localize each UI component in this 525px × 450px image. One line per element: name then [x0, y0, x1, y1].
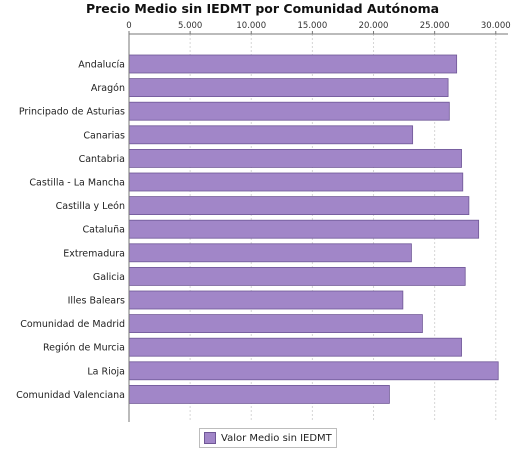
x-axis-ticks: 0 5.000 10.000 15.000 20.000 25.000 30.000 — [126, 21, 511, 34]
category-label: Galicia — [93, 272, 125, 283]
category-label: Cataluña — [82, 225, 125, 236]
bar — [128, 172, 464, 192]
legend-swatch — [204, 432, 216, 444]
chart-title: Precio Medio sin IEDMT por Comunidad Aut… — [85, 1, 440, 16]
bar — [128, 266, 466, 286]
bar — [128, 54, 458, 74]
x-tick-label: 20.000 — [359, 21, 389, 31]
bars — [128, 54, 499, 404]
bar — [128, 78, 449, 97]
x-tick-label: 5.000 — [178, 21, 202, 31]
category-label: Comunidad Valenciana — [16, 390, 125, 401]
bar — [128, 384, 390, 404]
category-labels: Andalucía Aragón Principado de Asturias Can… — [16, 60, 125, 401]
bar — [128, 125, 414, 145]
bar — [128, 101, 450, 121]
bar — [128, 314, 423, 334]
category-label: Castilla y León — [56, 201, 125, 212]
bar — [128, 219, 480, 239]
category-label: Comunidad de Madrid — [20, 319, 125, 330]
x-tick-label: 0 — [126, 21, 131, 31]
category-label: Andalucía — [78, 60, 125, 71]
category-label: Castilla - La Mancha — [29, 178, 125, 189]
bar — [128, 148, 462, 168]
category-label: Aragón — [91, 83, 125, 94]
bar — [128, 243, 412, 263]
category-label: Principado de Asturias — [19, 107, 125, 118]
category-label: Illes Balears — [68, 296, 125, 307]
category-label: Región de Murcia — [43, 343, 125, 354]
x-tick-label: 15.000 — [298, 21, 328, 31]
category-label: Canarias — [83, 130, 125, 141]
bar — [128, 361, 499, 381]
x-tick-label: 10.000 — [236, 21, 266, 31]
category-label: La Rioja — [87, 366, 125, 377]
category-label: Cantabria — [79, 154, 125, 165]
bar — [128, 290, 404, 310]
grid-lines — [189, 34, 497, 422]
x-tick-label: 30.000 — [481, 21, 511, 31]
legend: Valor Medio sin IEDMT — [199, 428, 337, 448]
category-label: Extremadura — [63, 248, 125, 259]
bar — [128, 196, 470, 216]
legend-label: Valor Medio sin IEDMT — [221, 432, 332, 444]
x-tick-label: 25.000 — [420, 21, 450, 31]
bar — [128, 337, 462, 357]
